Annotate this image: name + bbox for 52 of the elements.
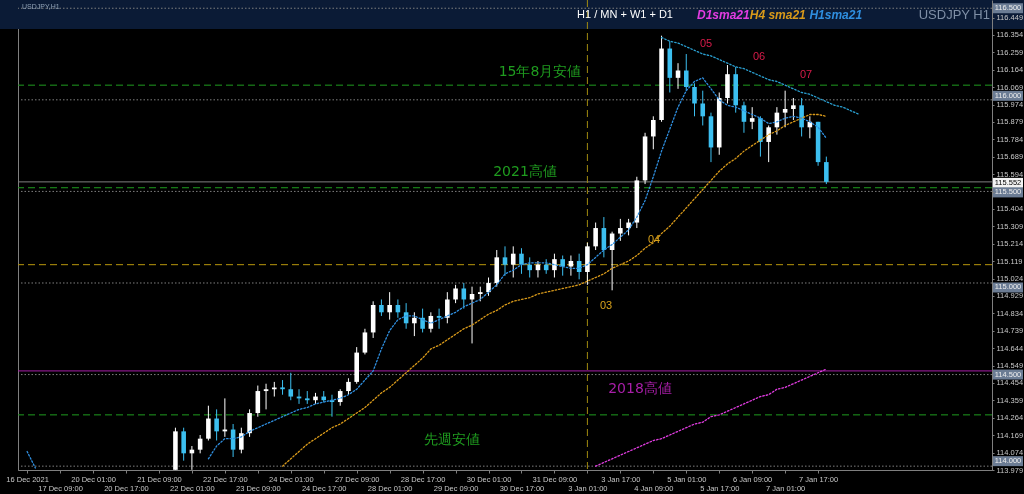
candlestick	[651, 115, 656, 150]
text: H1 / MN + W1 + D1	[577, 8, 673, 20]
annotation: 03	[599, 299, 613, 311]
candlestick	[362, 328, 368, 355]
candlestick	[239, 427, 244, 454]
candlestick	[436, 308, 442, 330]
candlestick	[758, 115, 763, 158]
annotation: 04	[647, 233, 661, 245]
candlestick	[618, 218, 623, 242]
candlestick	[181, 427, 186, 462]
candlestick	[502, 245, 508, 277]
candlestick	[263, 383, 269, 410]
candlestick	[247, 408, 252, 438]
text: H1sma21	[809, 8, 863, 22]
text: H4 sma21	[749, 8, 807, 22]
annotation: 05	[699, 37, 713, 49]
candlestick	[510, 245, 516, 278]
ref-line-label: 2021高値	[493, 162, 557, 179]
candlestick	[288, 372, 294, 401]
ref-line-label: 2018高値	[608, 379, 672, 396]
candlestick	[206, 405, 211, 442]
candlestick	[824, 156, 829, 185]
candlestick	[725, 64, 730, 104]
annotation: 06	[752, 50, 766, 62]
candlestick	[560, 255, 565, 277]
candlestick	[453, 284, 458, 304]
candlestick	[692, 82, 697, 117]
candlestick	[766, 124, 771, 163]
text: D1sma21	[697, 8, 751, 22]
ref-line-label: 15年8月安値	[498, 63, 582, 80]
candlestick	[420, 308, 425, 333]
candlestick	[527, 256, 533, 278]
candlestick	[387, 291, 392, 321]
line-series	[660, 36, 860, 116]
candlestick	[700, 90, 706, 126]
candlestick	[683, 53, 689, 92]
candlestick	[214, 408, 219, 442]
candlestick	[782, 90, 788, 128]
candlestick	[412, 311, 417, 337]
candlestick	[486, 276, 491, 297]
candlestick	[552, 253, 557, 278]
annotation: 07	[799, 68, 813, 80]
line-series	[594, 368, 827, 467]
annotation: USDJPY H1	[918, 7, 990, 22]
candlestick	[749, 106, 755, 130]
candlestick	[593, 222, 598, 251]
ref-line-label: 先週安値	[424, 430, 480, 447]
candlestick	[519, 247, 524, 275]
candlestick	[445, 291, 450, 324]
candlestick	[791, 97, 796, 121]
candlestick	[568, 255, 574, 277]
candlestick	[799, 97, 804, 137]
